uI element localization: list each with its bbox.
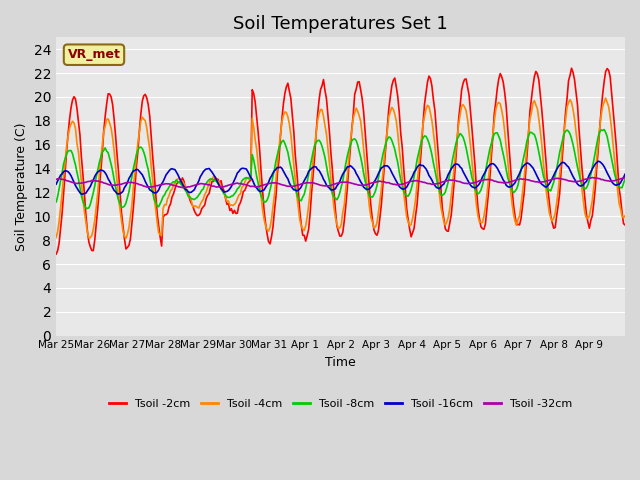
Text: VR_met: VR_met: [68, 48, 120, 61]
Y-axis label: Soil Temperature (C): Soil Temperature (C): [15, 122, 28, 251]
Title: Soil Temperatures Set 1: Soil Temperatures Set 1: [233, 15, 448, 33]
X-axis label: Time: Time: [325, 356, 356, 369]
Legend: Tsoil -2cm, Tsoil -4cm, Tsoil -8cm, Tsoil -16cm, Tsoil -32cm: Tsoil -2cm, Tsoil -4cm, Tsoil -8cm, Tsoi…: [105, 395, 576, 414]
